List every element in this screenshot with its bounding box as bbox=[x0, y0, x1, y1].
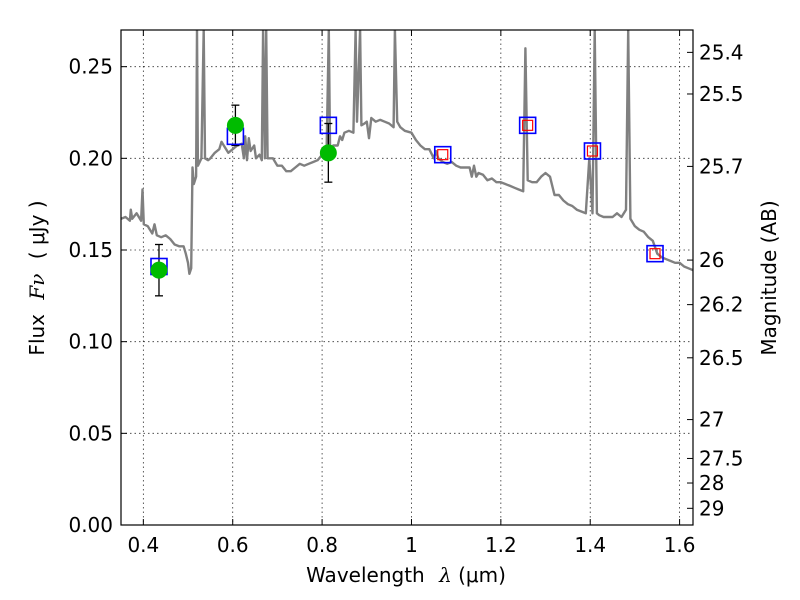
y-tick-label: 0.05 bbox=[68, 421, 113, 445]
model-square-blue bbox=[583, 142, 602, 160]
y2-tick-label: 29 bbox=[699, 496, 724, 520]
model-square-blue bbox=[646, 244, 664, 263]
ticks-layer: 0.4 0.6 0.8 1 1.2 1.4 1.6 0.00 0.05 0.10 0.15 0.20 0… bbox=[68, 30, 744, 557]
model-square-red bbox=[586, 145, 599, 157]
x-tick-label: 1.2 bbox=[485, 533, 517, 557]
y2-tick-label: 28 bbox=[699, 471, 724, 495]
y-tick-label: 0.25 bbox=[68, 55, 113, 79]
x-tick-label: 1.4 bbox=[574, 533, 606, 557]
y2-tick-label: 26.2 bbox=[699, 293, 744, 317]
y2-tick-label: 26.5 bbox=[699, 346, 744, 370]
y-tick-label: 0.00 bbox=[68, 513, 113, 537]
model-square-blue bbox=[518, 116, 537, 135]
plot-frame bbox=[120, 29, 694, 526]
spectrum-layer bbox=[121, 30, 693, 275]
y-tick-label: 0.10 bbox=[68, 330, 113, 354]
model-square-red bbox=[437, 149, 449, 161]
observed-point bbox=[226, 116, 244, 134]
y2-tick-label: 27.5 bbox=[699, 446, 744, 470]
y2-tick-label: 25.4 bbox=[699, 40, 744, 64]
x-tick-label: 1 bbox=[405, 533, 418, 557]
x-tick-label: 0.4 bbox=[127, 533, 159, 557]
model-square-blue bbox=[319, 116, 338, 135]
model-square-red bbox=[522, 119, 534, 131]
y2-tick-label: 26 bbox=[699, 248, 724, 272]
spectrum-line bbox=[121, 30, 693, 275]
x-tick-label: 0.6 bbox=[217, 533, 249, 557]
y-tick-label: 0.20 bbox=[68, 146, 113, 170]
y2-tick-label: 25.7 bbox=[699, 154, 744, 178]
y2-axis-label: Magnitude (AB) bbox=[757, 200, 781, 355]
x-axis-label: Wavelength λ (μm) bbox=[306, 563, 506, 587]
y-tick-label: 0.15 bbox=[68, 238, 113, 262]
y-axis-label: Flux Fν ( μJy ) bbox=[25, 200, 49, 355]
observed-point bbox=[150, 261, 168, 279]
x-tick-label: 0.8 bbox=[306, 533, 338, 557]
y2-tick-label: 25.5 bbox=[699, 82, 744, 106]
markers-layer bbox=[150, 104, 664, 297]
observed-point bbox=[319, 144, 337, 162]
y2-tick-label: 27 bbox=[699, 408, 724, 432]
x-tick-label: 1.6 bbox=[664, 533, 696, 557]
model-square-red bbox=[649, 248, 661, 260]
grid-lines bbox=[121, 30, 693, 526]
model-square-blue bbox=[433, 145, 452, 164]
